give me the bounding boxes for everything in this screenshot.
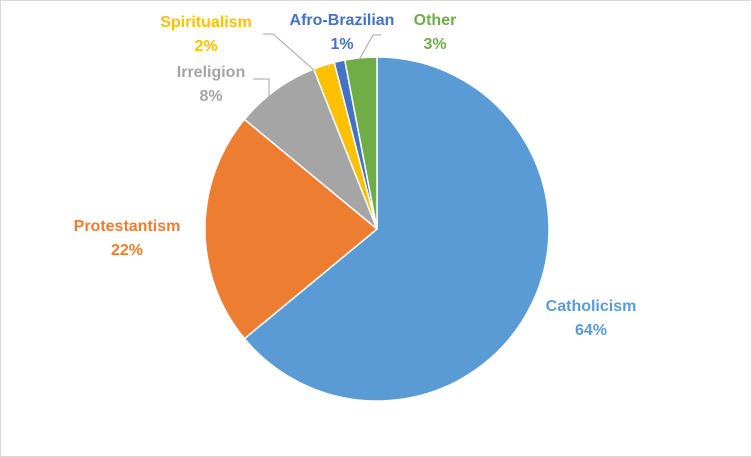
slice-percent-irreligion: 8%	[199, 88, 222, 105]
slice-percent-catholicism: 64%	[575, 322, 607, 339]
slice-percent-spiritualism: 2%	[194, 38, 217, 55]
slice-percent-afro-brazilian: 1%	[330, 36, 353, 53]
leader-line-spiritualism	[263, 33, 315, 71]
slice-label-catholicism: Catholicism	[546, 298, 637, 315]
pie-slice-protestantism	[204, 118, 379, 340]
slice-percent-protestantism: 22%	[111, 242, 143, 259]
leader-line-irreligion	[253, 78, 270, 98]
slice-label-irreligion: Irreligion	[177, 64, 245, 81]
pie-slice-catholicism	[243, 56, 550, 402]
slice-label-other: Other	[414, 12, 457, 29]
slice-label-protestantism: Protestantism	[74, 218, 181, 235]
slice-label-spiritualism: Spiritualism	[160, 14, 252, 31]
slice-label-afro-brazilian: Afro-Brazilian	[290, 12, 395, 29]
slice-percent-other: 3%	[423, 36, 446, 53]
leader-line-other	[358, 34, 381, 61]
